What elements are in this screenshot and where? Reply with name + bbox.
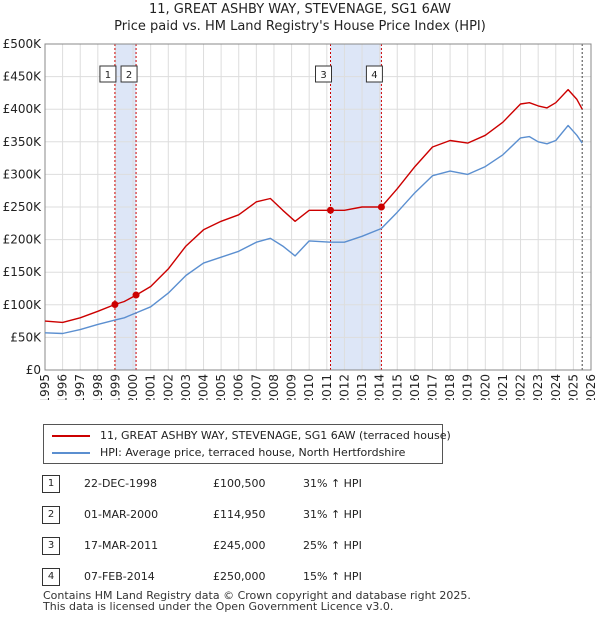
- x-tick-label: 2008: [267, 374, 281, 400]
- x-tick-label: 1999: [108, 374, 122, 400]
- sale-number-box-frame: [120, 65, 138, 83]
- sale-number-box-label: 2: [126, 70, 132, 81]
- sale-number-box-label: 4: [371, 70, 377, 81]
- sale-point: [327, 206, 335, 214]
- sale-number-box: 2: [120, 65, 138, 83]
- y-tick-label: £450K: [3, 70, 43, 84]
- sale-number: 3: [42, 537, 60, 555]
- sale-row: 1 22-DEC-1998 £100,500 31% ↑ HPI: [0, 473, 600, 495]
- y-tick-label: £50K: [10, 330, 42, 344]
- sale-number: 2: [42, 506, 60, 524]
- series-line-hpi: [44, 124, 583, 335]
- sale-number-box-label: 1: [105, 70, 111, 81]
- y-tick-label: £300K: [3, 167, 43, 181]
- x-tick-label: 2005: [214, 374, 228, 400]
- sale-hpi-diff: 31% ↑ HPI: [303, 477, 362, 490]
- x-tick-label: 2012: [337, 374, 351, 400]
- sale-number-box-frame: [315, 65, 333, 83]
- x-tick-label: 2022: [514, 374, 528, 400]
- sale-point: [111, 300, 119, 308]
- sale-price: £114,950: [213, 508, 266, 521]
- footer-licence: This data is licensed under the Open Gov…: [43, 600, 394, 613]
- y-tick-label: £100K: [3, 298, 43, 312]
- x-tick-label: 2007: [249, 374, 263, 400]
- x-tick-label: 2020: [478, 374, 492, 400]
- x-tick-label: 2003: [179, 374, 193, 400]
- sale-number-box: 4: [365, 65, 383, 83]
- x-tick-label: 2018: [443, 374, 457, 400]
- sale-date: 07-FEB-2014: [84, 570, 155, 583]
- x-tick-label: 2016: [408, 374, 422, 400]
- x-tick-label: 2009: [285, 374, 299, 400]
- sale-number-box: 1: [99, 65, 117, 83]
- x-tick-label: 2025: [566, 374, 580, 400]
- footer-copyright: Contains HM Land Registry data © Crown c…: [43, 589, 471, 602]
- x-tick-label: 2011: [320, 374, 334, 400]
- y-tick-label: £400K: [3, 102, 43, 116]
- sale-date: 22-DEC-1998: [84, 477, 158, 490]
- sale-date: 01-MAR-2000: [84, 508, 159, 521]
- legend-swatch-hpi: [52, 452, 90, 454]
- x-tick-label: 2006: [232, 374, 246, 400]
- y-tick-label: £200K: [3, 233, 43, 247]
- y-tick-label: £350K: [3, 135, 43, 149]
- x-tick-label: 2026: [584, 374, 598, 400]
- legend-swatch-property: [52, 435, 90, 437]
- sale-number: 1: [42, 475, 60, 493]
- sale-price: £250,000: [213, 570, 266, 583]
- price-chart: £0 £50K £100K £150K £200K £250K £300K £350K £400…: [3, 37, 598, 400]
- x-tick-label: 2017: [425, 374, 439, 400]
- x-tick-label: 2015: [390, 374, 404, 400]
- x-tick-label: 2014: [373, 374, 387, 400]
- x-tick-label: 1998: [91, 374, 105, 400]
- y-tick-label: £150K: [3, 265, 43, 279]
- x-tick-label: 2010: [302, 374, 316, 400]
- sale-number: 4: [42, 568, 60, 586]
- sale-hpi-diff: 25% ↑ HPI: [303, 539, 362, 552]
- footer: Contains HM Land Registry data © Crown c…: [43, 590, 471, 612]
- sale-number-box: 3: [315, 65, 333, 83]
- sale-number-box-frame: [365, 65, 383, 83]
- y-tick-label: £250K: [3, 200, 43, 214]
- y-tick-label: £500K: [3, 37, 43, 51]
- sale-price: £100,500: [213, 477, 266, 490]
- x-tick-label: 2023: [531, 374, 545, 400]
- legend: 11, GREAT ASHBY WAY, STEVENAGE, SG1 6AW …: [43, 424, 451, 464]
- x-tick-label: 2001: [144, 374, 158, 400]
- y-tick-label: £0: [26, 363, 41, 377]
- sale-row: 4 07-FEB-2014 £250,000 15% ↑ HPI: [0, 566, 600, 588]
- x-tick-label: 1995: [38, 374, 52, 400]
- x-tick-label: 2002: [161, 374, 175, 400]
- chart-title: 11, GREAT ASHBY WAY, STEVENAGE, SG1 6AW: [148, 2, 451, 17]
- sale-point: [377, 203, 385, 211]
- sale-hpi-diff: 31% ↑ HPI: [303, 508, 362, 521]
- x-tick-label: 2021: [496, 374, 510, 400]
- sale-hpi-diff: 15% ↑ HPI: [303, 570, 362, 583]
- x-tick-label: 2024: [549, 374, 563, 400]
- sale-date: 17-MAR-2011: [84, 539, 159, 552]
- legend-label-hpi: HPI: Average price, terraced house, Nort…: [100, 446, 406, 459]
- plot-frame: [44, 43, 592, 371]
- legend-label-property: 11, GREAT ASHBY WAY, STEVENAGE, SG1 6AW …: [100, 429, 451, 442]
- x-tick-label: 2000: [126, 374, 140, 400]
- x-tick-label: 1996: [56, 374, 70, 400]
- sale-number-box-frame: [99, 65, 117, 83]
- x-tick-label: 2013: [355, 374, 369, 400]
- x-tick-label: 2004: [197, 374, 211, 400]
- x-tick-label: 2019: [461, 374, 475, 400]
- x-tick-label: 1997: [73, 374, 87, 400]
- sale-price: £245,000: [213, 539, 266, 552]
- sale-row: 2 01-MAR-2000 £114,950 31% ↑ HPI: [0, 504, 600, 526]
- sale-number-box-label: 3: [320, 70, 326, 81]
- sale-point: [132, 291, 140, 299]
- chart-subtitle: Price paid vs. HM Land Registry's House …: [114, 19, 486, 34]
- sale-row: 3 17-MAR-2011 £245,000 25% ↑ HPI: [0, 535, 600, 557]
